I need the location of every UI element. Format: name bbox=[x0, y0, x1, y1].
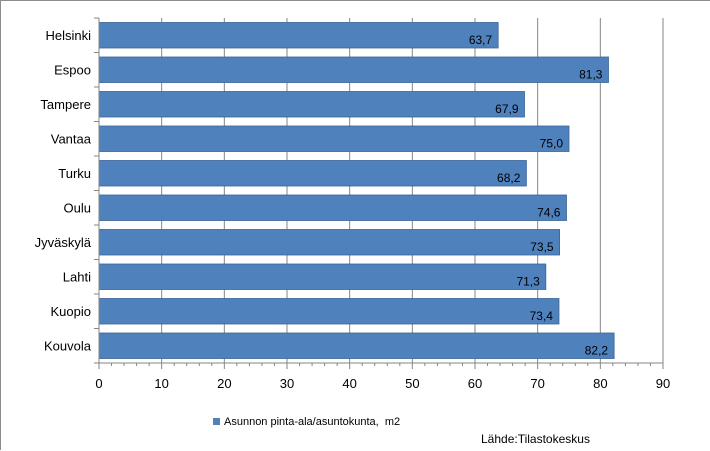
x-tick-label: 20 bbox=[217, 376, 231, 391]
data-label: 81,3 bbox=[579, 67, 603, 81]
bar-helsinki bbox=[98, 22, 499, 49]
category-label: Helsinki bbox=[45, 28, 91, 43]
data-label: 73,5 bbox=[530, 240, 554, 254]
x-tick-label: 50 bbox=[405, 376, 419, 391]
bars: 63,7 81,3 67,9 75,0 68,2 74,6 73,5 71,3 73,4 82,2 bbox=[98, 22, 615, 359]
bar-kouvola bbox=[98, 332, 615, 359]
x-tick-label: 10 bbox=[154, 376, 168, 391]
category-label: Vantaa bbox=[51, 131, 92, 146]
category-label: Jyväskylä bbox=[35, 235, 92, 250]
category-label: Tampere bbox=[40, 97, 91, 112]
bar-kuopio bbox=[98, 298, 560, 325]
data-label: 68,2 bbox=[497, 171, 521, 185]
data-label: 82,2 bbox=[585, 343, 609, 357]
bar-espoo bbox=[98, 56, 609, 83]
legend: Asunnon pinta-ala/asuntokunta, m2 bbox=[213, 416, 400, 428]
data-label: 71,3 bbox=[516, 274, 540, 288]
x-tick-label: 0 bbox=[95, 376, 102, 391]
category-label: Lahti bbox=[63, 269, 91, 284]
x-tick-label: 40 bbox=[342, 376, 356, 391]
category-label: Kuopio bbox=[51, 304, 91, 319]
x-tick-label: 30 bbox=[280, 376, 294, 391]
bar-vantaa bbox=[98, 125, 570, 152]
x-tick-label: 70 bbox=[530, 376, 544, 391]
source-note: Lähde:Tilastokeskus bbox=[481, 432, 590, 446]
bar-oulu bbox=[98, 194, 567, 221]
data-label: 63,7 bbox=[469, 33, 493, 47]
category-label: Espoo bbox=[54, 62, 91, 77]
bar-tampere bbox=[98, 91, 525, 118]
category-label: Kouvola bbox=[44, 338, 92, 353]
data-label: 74,6 bbox=[537, 205, 561, 219]
bar-lahti bbox=[98, 263, 547, 290]
data-label: 75,0 bbox=[540, 136, 564, 150]
bar-jyväskylä bbox=[98, 229, 561, 256]
data-label: 67,9 bbox=[495, 102, 519, 116]
x-tick-label: 90 bbox=[656, 376, 670, 391]
axes: Helsinki Espoo Tampere Vantaa Turku Oulu Jyväs… bbox=[35, 17, 670, 391]
bar-turku bbox=[98, 160, 527, 187]
x-tick-label: 80 bbox=[593, 376, 607, 391]
legend-label: Asunnon pinta-ala/asuntokunta, m2 bbox=[224, 416, 400, 428]
category-label: Turku bbox=[58, 166, 91, 181]
legend-swatch bbox=[213, 418, 220, 425]
x-tick-label: 60 bbox=[468, 376, 482, 391]
category-label: Oulu bbox=[64, 200, 91, 215]
data-label: 73,4 bbox=[530, 309, 554, 323]
